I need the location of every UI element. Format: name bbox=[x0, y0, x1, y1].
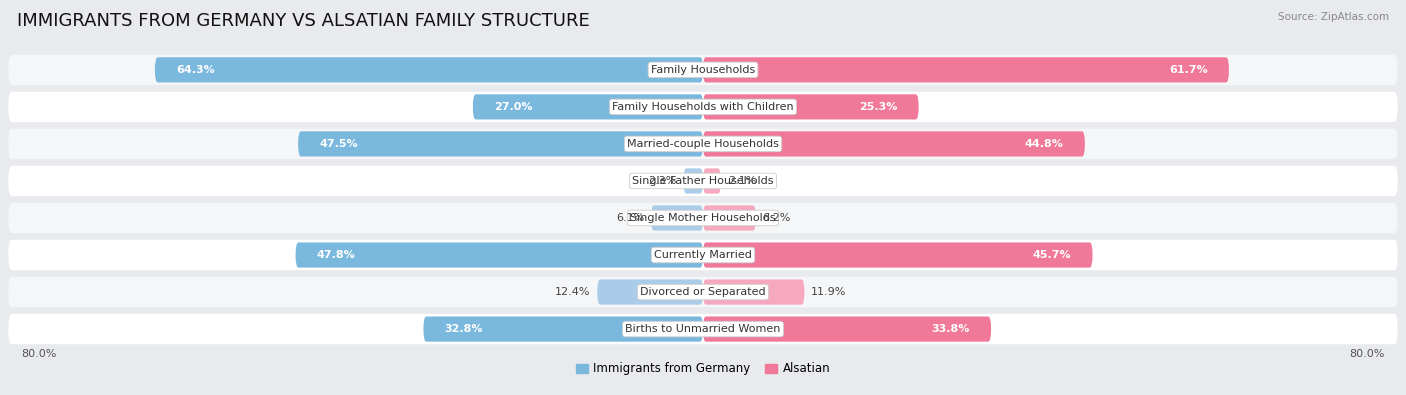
Text: 2.1%: 2.1% bbox=[728, 176, 756, 186]
Text: 33.8%: 33.8% bbox=[931, 324, 970, 334]
Text: Family Households with Children: Family Households with Children bbox=[612, 102, 794, 112]
Text: 80.0%: 80.0% bbox=[21, 350, 56, 359]
Text: 47.5%: 47.5% bbox=[319, 139, 359, 149]
Text: IMMIGRANTS FROM GERMANY VS ALSATIAN FAMILY STRUCTURE: IMMIGRANTS FROM GERMANY VS ALSATIAN FAMI… bbox=[17, 12, 589, 30]
FancyBboxPatch shape bbox=[703, 168, 721, 194]
FancyBboxPatch shape bbox=[8, 240, 1398, 270]
FancyBboxPatch shape bbox=[651, 205, 703, 231]
Text: 32.8%: 32.8% bbox=[444, 324, 484, 334]
Text: 11.9%: 11.9% bbox=[811, 287, 846, 297]
FancyBboxPatch shape bbox=[703, 316, 991, 342]
FancyBboxPatch shape bbox=[703, 205, 756, 231]
FancyBboxPatch shape bbox=[472, 94, 703, 119]
Text: Source: ZipAtlas.com: Source: ZipAtlas.com bbox=[1278, 12, 1389, 22]
Text: Married-couple Households: Married-couple Households bbox=[627, 139, 779, 149]
Text: 44.8%: 44.8% bbox=[1025, 139, 1063, 149]
FancyBboxPatch shape bbox=[683, 168, 703, 194]
FancyBboxPatch shape bbox=[703, 131, 1085, 156]
FancyBboxPatch shape bbox=[8, 277, 1398, 307]
Text: 45.7%: 45.7% bbox=[1032, 250, 1071, 260]
FancyBboxPatch shape bbox=[703, 94, 918, 119]
FancyBboxPatch shape bbox=[155, 57, 703, 83]
FancyBboxPatch shape bbox=[8, 166, 1398, 196]
Text: Divorced or Separated: Divorced or Separated bbox=[640, 287, 766, 297]
FancyBboxPatch shape bbox=[423, 316, 703, 342]
FancyBboxPatch shape bbox=[703, 280, 804, 305]
Text: Single Father Households: Single Father Households bbox=[633, 176, 773, 186]
Text: 2.3%: 2.3% bbox=[648, 176, 676, 186]
Text: 64.3%: 64.3% bbox=[176, 65, 215, 75]
Text: Family Households: Family Households bbox=[651, 65, 755, 75]
FancyBboxPatch shape bbox=[8, 129, 1398, 159]
FancyBboxPatch shape bbox=[298, 131, 703, 156]
Text: 61.7%: 61.7% bbox=[1168, 65, 1208, 75]
FancyBboxPatch shape bbox=[8, 55, 1398, 85]
FancyBboxPatch shape bbox=[8, 314, 1398, 344]
Text: 6.2%: 6.2% bbox=[762, 213, 792, 223]
FancyBboxPatch shape bbox=[295, 243, 703, 268]
Text: 25.3%: 25.3% bbox=[859, 102, 897, 112]
Legend: Immigrants from Germany, Alsatian: Immigrants from Germany, Alsatian bbox=[571, 358, 835, 380]
FancyBboxPatch shape bbox=[703, 243, 1092, 268]
FancyBboxPatch shape bbox=[703, 57, 1229, 83]
Text: Single Mother Households: Single Mother Households bbox=[630, 213, 776, 223]
Text: Births to Unmarried Women: Births to Unmarried Women bbox=[626, 324, 780, 334]
Text: Currently Married: Currently Married bbox=[654, 250, 752, 260]
FancyBboxPatch shape bbox=[8, 203, 1398, 233]
FancyBboxPatch shape bbox=[598, 280, 703, 305]
Text: 27.0%: 27.0% bbox=[494, 102, 533, 112]
Text: 12.4%: 12.4% bbox=[555, 287, 591, 297]
Text: 80.0%: 80.0% bbox=[1350, 350, 1385, 359]
FancyBboxPatch shape bbox=[8, 92, 1398, 122]
Text: 47.8%: 47.8% bbox=[316, 250, 356, 260]
Text: 6.1%: 6.1% bbox=[616, 213, 644, 223]
